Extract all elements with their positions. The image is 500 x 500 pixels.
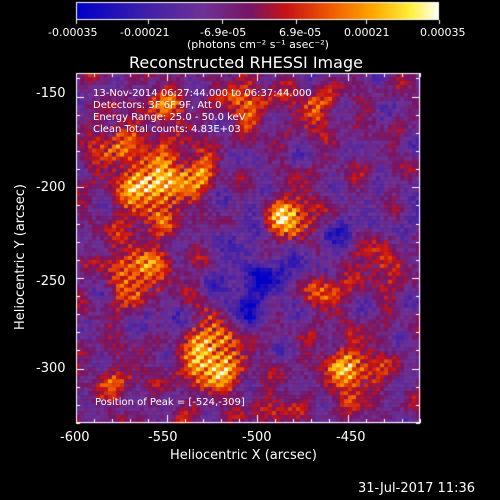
peak-position-text: Position of Peak = [-524,-309] [95,397,245,408]
clean-counts-text: Clean Total counts: 4.83E+03 [93,124,241,135]
y-tick-label: -150 [36,86,66,101]
y-tick-label: -300 [36,361,66,376]
y-tick-label: -200 [36,180,66,195]
x-tick-label: -450 [336,430,366,445]
colorbar-tick-2: -0.00021 [120,26,170,39]
colorbar-tick-1: -0.00035 [48,26,98,39]
time-range-text: 13-Nov-2014 06:27:44.000 to 06:37:44.000 [93,88,312,99]
colorbar-unit-label: (photons cm⁻² s⁻¹ asec⁻²) [187,38,329,51]
plot-title: Reconstructed RHESSI Image [129,53,363,72]
x-tick-label: -550 [148,430,178,445]
x-tick-label: -500 [242,430,272,445]
y-tick-label: -250 [36,274,66,289]
y-axis-label: Heliocentric Y (arcsec) [13,184,28,330]
colorbar-tick-6: 0.00035 [420,26,466,39]
footer-date: 31-Jul-2017 11:36 [358,481,476,496]
energy-range-text: Energy Range: 25.0 - 50.0 keV [93,112,246,123]
x-axis-label: Heliocentric X (arcsec) [170,448,317,463]
detectors-text: Detectors: 3F 6F 9F, Att 0 [93,100,222,111]
colorbar-tick-3: -6.9e-05 [200,26,247,39]
x-tick-label: -600 [60,430,90,445]
colorbar-tick-5: 0.00021 [344,26,390,39]
colorbar-tick-4: 6.9e-05 [279,26,322,39]
